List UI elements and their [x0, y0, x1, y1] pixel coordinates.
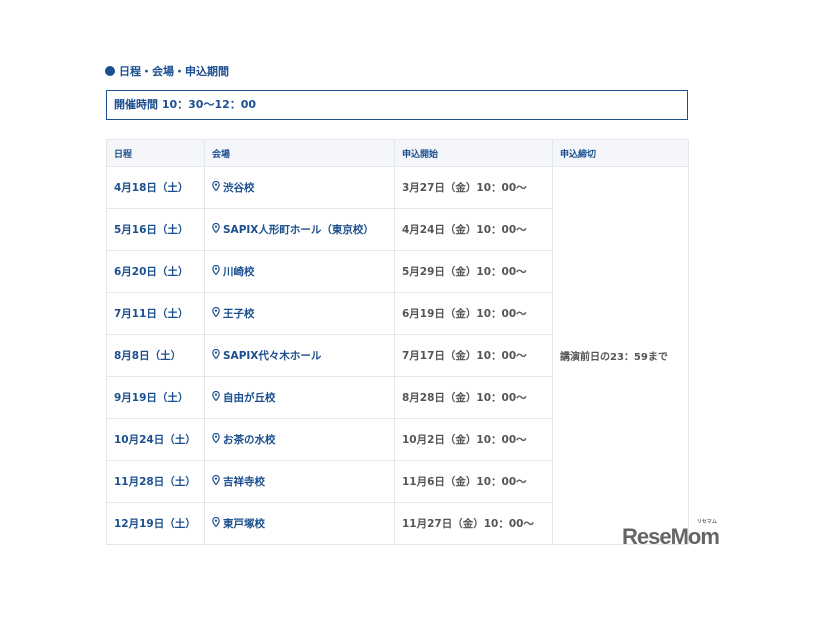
venue-cell: SAPIX人形町ホール（東京校）	[204, 208, 395, 251]
start-cell: 7月17日（金）10：00～	[394, 334, 553, 377]
header-start: 申込開始	[394, 139, 553, 167]
date-cell: 9月19日（土）	[106, 376, 205, 419]
start-cell: 11月27日（金）10：00～	[394, 502, 553, 545]
date-cell: 6月20日（土）	[106, 250, 205, 293]
table-row: 6月20日（土） 川崎校 5月29日（金）10：00～	[106, 250, 689, 293]
table-row: 7月11日（土） 王子校 6月19日（金）10：00～	[106, 292, 689, 335]
start-cell: 11月6日（金）10：00～	[394, 460, 553, 503]
table-row: 8月8日（土） SAPIX代々木ホール 7月17日（金）10：00～	[106, 334, 689, 377]
start-cell: 10月2日（金）10：00～	[394, 418, 553, 461]
venue-cell: 東戸塚校	[204, 502, 395, 545]
map-pin-icon	[212, 265, 220, 275]
table-row: 11月28日（土） 吉祥寺校 11月6日（金）10：00～	[106, 460, 689, 503]
table-row: 12月19日（土） 東戸塚校 11月27日（金）10：00～	[106, 502, 689, 545]
venue-cell: 王子校	[204, 292, 395, 335]
venue-cell: 渋谷校	[204, 166, 395, 209]
map-pin-icon	[212, 349, 220, 359]
schedule-table: 日程 会場 申込開始 申込締切 4月18日（土） 渋谷校 3月27日（金）10：…	[106, 139, 689, 545]
map-pin-icon	[212, 307, 220, 317]
bullet-icon	[105, 66, 115, 76]
venue-name: 王子校	[223, 308, 255, 320]
date-cell: 5月16日（土）	[106, 208, 205, 251]
resemom-logo: ReseMom リセマム	[622, 519, 720, 549]
date-cell: 10月24日（土）	[106, 418, 205, 461]
header-deadline: 申込締切	[552, 139, 689, 167]
map-pin-icon	[212, 223, 220, 233]
venue-cell: 自由が丘校	[204, 376, 395, 419]
start-cell: 4月24日（金）10：00～	[394, 208, 553, 251]
venue-name: SAPIX人形町ホール（東京校）	[223, 224, 374, 236]
venue-name: 渋谷校	[223, 182, 255, 194]
venue-cell: 吉祥寺校	[204, 460, 395, 503]
section-title-text: 日程・会場・申込期間	[119, 65, 229, 78]
venue-cell: SAPIX代々木ホール	[204, 334, 395, 377]
header-date: 日程	[106, 139, 205, 167]
map-pin-icon	[212, 517, 220, 527]
start-cell: 3月27日（金）10：00～	[394, 166, 553, 209]
deadline-cell: 講演前日の23：59まで	[552, 166, 689, 545]
date-cell: 7月11日（土）	[106, 292, 205, 335]
table-row: 5月16日（土） SAPIX人形町ホール（東京校） 4月24日（金）10：00～	[106, 208, 689, 251]
venue-name: お茶の水校	[223, 434, 276, 446]
table-row: 4月18日（土） 渋谷校 3月27日（金）10：00～ 講演前日の23：59まで	[106, 166, 689, 545]
start-cell: 5月29日（金）10：00～	[394, 250, 553, 293]
date-cell: 8月8日（土）	[106, 334, 205, 377]
time-box: 開催時間 10：30～12：00	[106, 90, 688, 120]
start-cell: 8月28日（金）10：00～	[394, 376, 553, 419]
venue-name: 自由が丘校	[223, 392, 276, 404]
venue-name: SAPIX代々木ホール	[223, 350, 322, 362]
map-pin-icon	[212, 475, 220, 485]
date-cell: 12月19日（土）	[106, 502, 205, 545]
table-row: 10月24日（土） お茶の水校 10月2日（金）10：00～	[106, 418, 689, 461]
header-row: 日程 会場 申込開始 申込締切	[106, 139, 689, 167]
start-cell: 6月19日（金）10：00～	[394, 292, 553, 335]
date-cell: 4月18日（土）	[106, 166, 205, 209]
date-cell: 11月28日（土）	[106, 460, 205, 503]
venue-name: 東戸塚校	[223, 518, 265, 530]
venue-name: 川崎校	[223, 266, 255, 278]
map-pin-icon	[212, 391, 220, 401]
venue-name: 吉祥寺校	[223, 476, 265, 488]
section-title: 日程・会場・申込期間	[105, 63, 229, 79]
venue-cell: お茶の水校	[204, 418, 395, 461]
venue-cell: 川崎校	[204, 250, 395, 293]
map-pin-icon	[212, 181, 220, 191]
map-pin-icon	[212, 433, 220, 443]
header-venue: 会場	[204, 139, 395, 167]
